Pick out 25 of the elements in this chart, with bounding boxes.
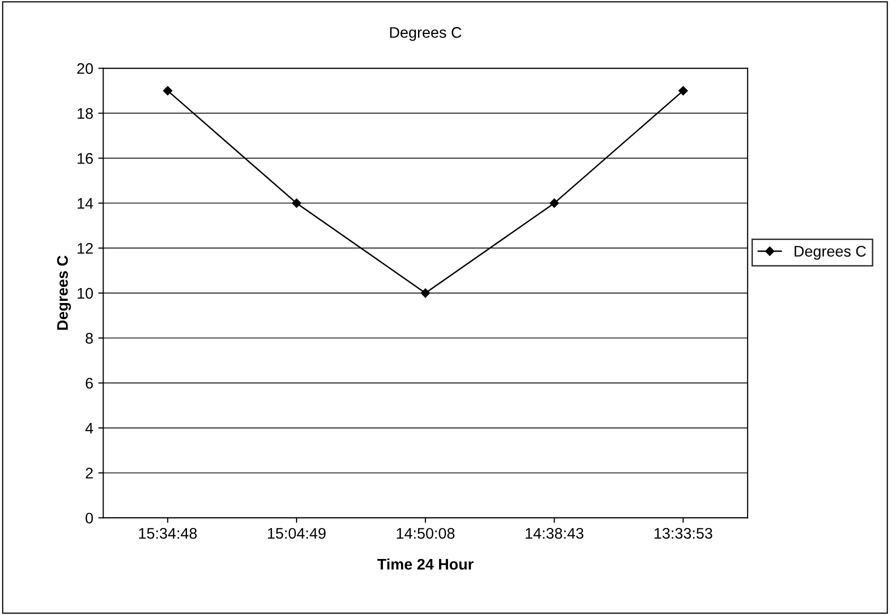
y-tick-label: 4 [85,422,94,434]
x-tick-label: 14:38:43 [526,528,584,539]
point [292,198,302,208]
chart-title: Degrees C [390,27,462,41]
y-tick-label: 12 [78,242,93,254]
x-tick-label: 14:50:08 [396,528,454,539]
x-axis-title: Time 24 Hour [377,558,474,570]
y-axis-title: Degrees C [57,256,71,330]
y-tick-label: 14 [78,198,94,209]
y-tick-label: 0 [86,512,93,524]
x-tick-label: 13:33:53 [654,528,712,539]
point [163,86,172,96]
x-tick-label: 15:04:49 [268,528,326,539]
y-tick-label: 20 [77,63,93,74]
point [678,86,688,96]
legend-label: Degrees C [794,246,866,260]
y-tick-label: 2 [86,468,93,478]
y-tick-label: 18 [78,108,93,119]
point [550,198,559,208]
y-tick-label: 10 [78,288,93,299]
y-tick-label: 6 [86,378,93,389]
point [420,288,430,298]
y-tick-label: 8 [86,332,93,344]
y-tick-label: 16 [78,153,93,164]
x-tick-label: 15:34:48 [139,528,197,539]
